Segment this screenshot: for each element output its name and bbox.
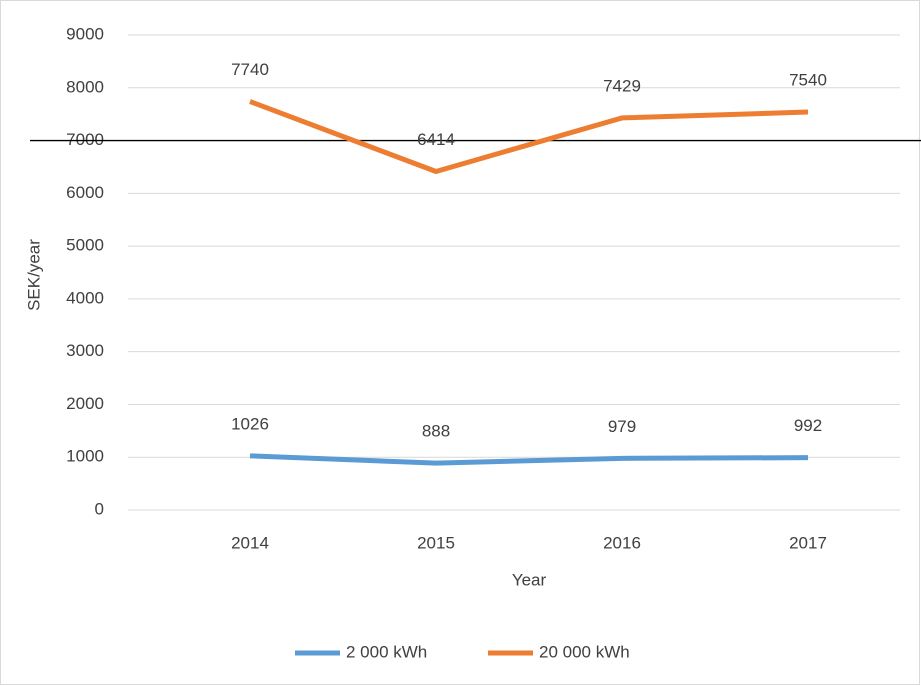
y-tick-label: 4000	[66, 288, 104, 307]
data-label: 7429	[603, 76, 641, 95]
data-label: 7540	[789, 71, 827, 90]
x-tick-label: 2017	[789, 533, 827, 552]
data-label: 7740	[231, 60, 269, 79]
x-tick-label: 2014	[231, 533, 269, 552]
y-tick-label: 2000	[66, 394, 104, 413]
y-tick-label: 5000	[66, 236, 104, 255]
y-tick-label: 6000	[66, 183, 104, 202]
x-tick-label: 2016	[603, 533, 641, 552]
y-tick-label: 9000	[66, 24, 104, 43]
x-axis-label: Year	[512, 570, 547, 589]
legend-label: 2 000 kWh	[346, 642, 427, 661]
x-tick-label: 2015	[417, 533, 455, 552]
series-line	[249, 453, 809, 466]
data-label: 1026	[231, 414, 269, 433]
y-axis-label: SEK/year	[24, 239, 43, 311]
y-tick-label: 8000	[66, 77, 104, 96]
y-tick-label: 0	[95, 499, 104, 518]
data-label: 6414	[417, 130, 455, 149]
y-tick-label: 7000	[66, 130, 104, 149]
series-line	[249, 99, 809, 174]
data-label: 888	[422, 422, 450, 441]
data-label: 979	[608, 417, 636, 436]
data-label: 992	[794, 416, 822, 435]
y-tick-label: 1000	[66, 447, 104, 466]
y-tick-label: 3000	[66, 341, 104, 360]
legend-label: 20 000 kWh	[539, 642, 630, 661]
